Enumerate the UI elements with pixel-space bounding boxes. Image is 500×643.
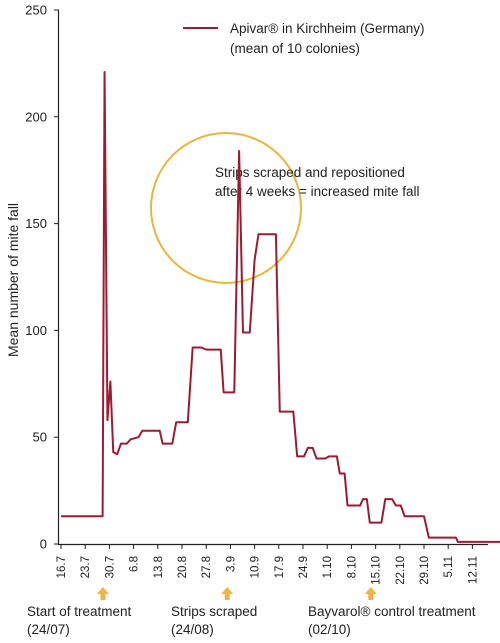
event-arrow-icon bbox=[364, 587, 377, 600]
x-tick-label: 17.9 bbox=[274, 556, 286, 578]
x-tick-label: 10.9 bbox=[250, 556, 262, 578]
y-tick-label: 200 bbox=[25, 109, 47, 124]
x-tick-label: 8.10 bbox=[346, 556, 358, 578]
y-tick-label: 50 bbox=[33, 430, 47, 445]
event-label-scraped: Strips scraped bbox=[171, 604, 257, 619]
legend-label-sub: (mean of 10 colonies) bbox=[230, 41, 360, 56]
x-tick-label: 23.7 bbox=[80, 556, 92, 578]
x-tick-label: 13.8 bbox=[153, 556, 165, 578]
event-date-scraped: (24/08) bbox=[171, 622, 214, 637]
event-label-start: Start of treatment bbox=[27, 604, 132, 619]
x-tick-label: 24.9 bbox=[298, 556, 310, 578]
x-tick-label: 16.7 bbox=[56, 556, 68, 578]
x-tick-label: 27.8 bbox=[201, 556, 213, 578]
x-tick-label: 29.10 bbox=[419, 556, 431, 585]
x-tick-label: 30.7 bbox=[104, 556, 116, 578]
legend-label: Apivar® in Kirchheim (Germany) bbox=[230, 21, 425, 36]
series-line bbox=[61, 70, 500, 543]
y-tick-label: 100 bbox=[25, 323, 47, 338]
x-tick-label: 5.11 bbox=[443, 556, 455, 578]
event-date-start: (24/07) bbox=[27, 622, 70, 637]
event-date-bayvarol: (02/10) bbox=[308, 622, 351, 637]
x-tick-label: 3.9 bbox=[225, 556, 237, 572]
x-tick-label: 12.11 bbox=[467, 556, 479, 584]
y-ticks: 0 50 100 150 200 250 bbox=[25, 3, 59, 552]
event-arrow-icon bbox=[96, 587, 109, 600]
x-tick-label: 20.8 bbox=[177, 556, 189, 578]
y-tick-label: 250 bbox=[25, 3, 47, 18]
x-tick-label: 22.10 bbox=[395, 556, 407, 585]
event-markers bbox=[96, 587, 377, 600]
series-group bbox=[61, 70, 500, 543]
highlight-circle bbox=[150, 132, 302, 284]
annotation-line-1: Strips scraped and repositioned bbox=[215, 165, 405, 180]
x-tick-label: 6.8 bbox=[129, 556, 141, 572]
y-tick-label: 0 bbox=[40, 537, 47, 552]
highlight-annotation: Strips scraped and repositioned after 4 … bbox=[150, 132, 419, 284]
event-labels: Start of treatment (24/07) Strips scrape… bbox=[27, 604, 476, 637]
x-tick-label: 15.10 bbox=[371, 556, 383, 585]
legend: Apivar® in Kirchheim (Germany) (mean of … bbox=[183, 21, 425, 56]
event-arrow-icon bbox=[221, 587, 234, 600]
x-ticks: 16.7 23.7 30.7 6.8 13.8 20.8 27.8 3.9 10.9 17.9 24… bbox=[56, 544, 479, 585]
annotation-line-2: after 4 weeks = increased mite fall bbox=[215, 184, 419, 199]
axes bbox=[57, 10, 488, 546]
event-label-bayvarol: Bayvarol® control treatment bbox=[308, 604, 476, 619]
y-tick-label: 150 bbox=[25, 216, 47, 231]
y-axis-label: Mean number of mite fall bbox=[5, 203, 21, 357]
x-tick-label: 1.10 bbox=[322, 556, 334, 578]
